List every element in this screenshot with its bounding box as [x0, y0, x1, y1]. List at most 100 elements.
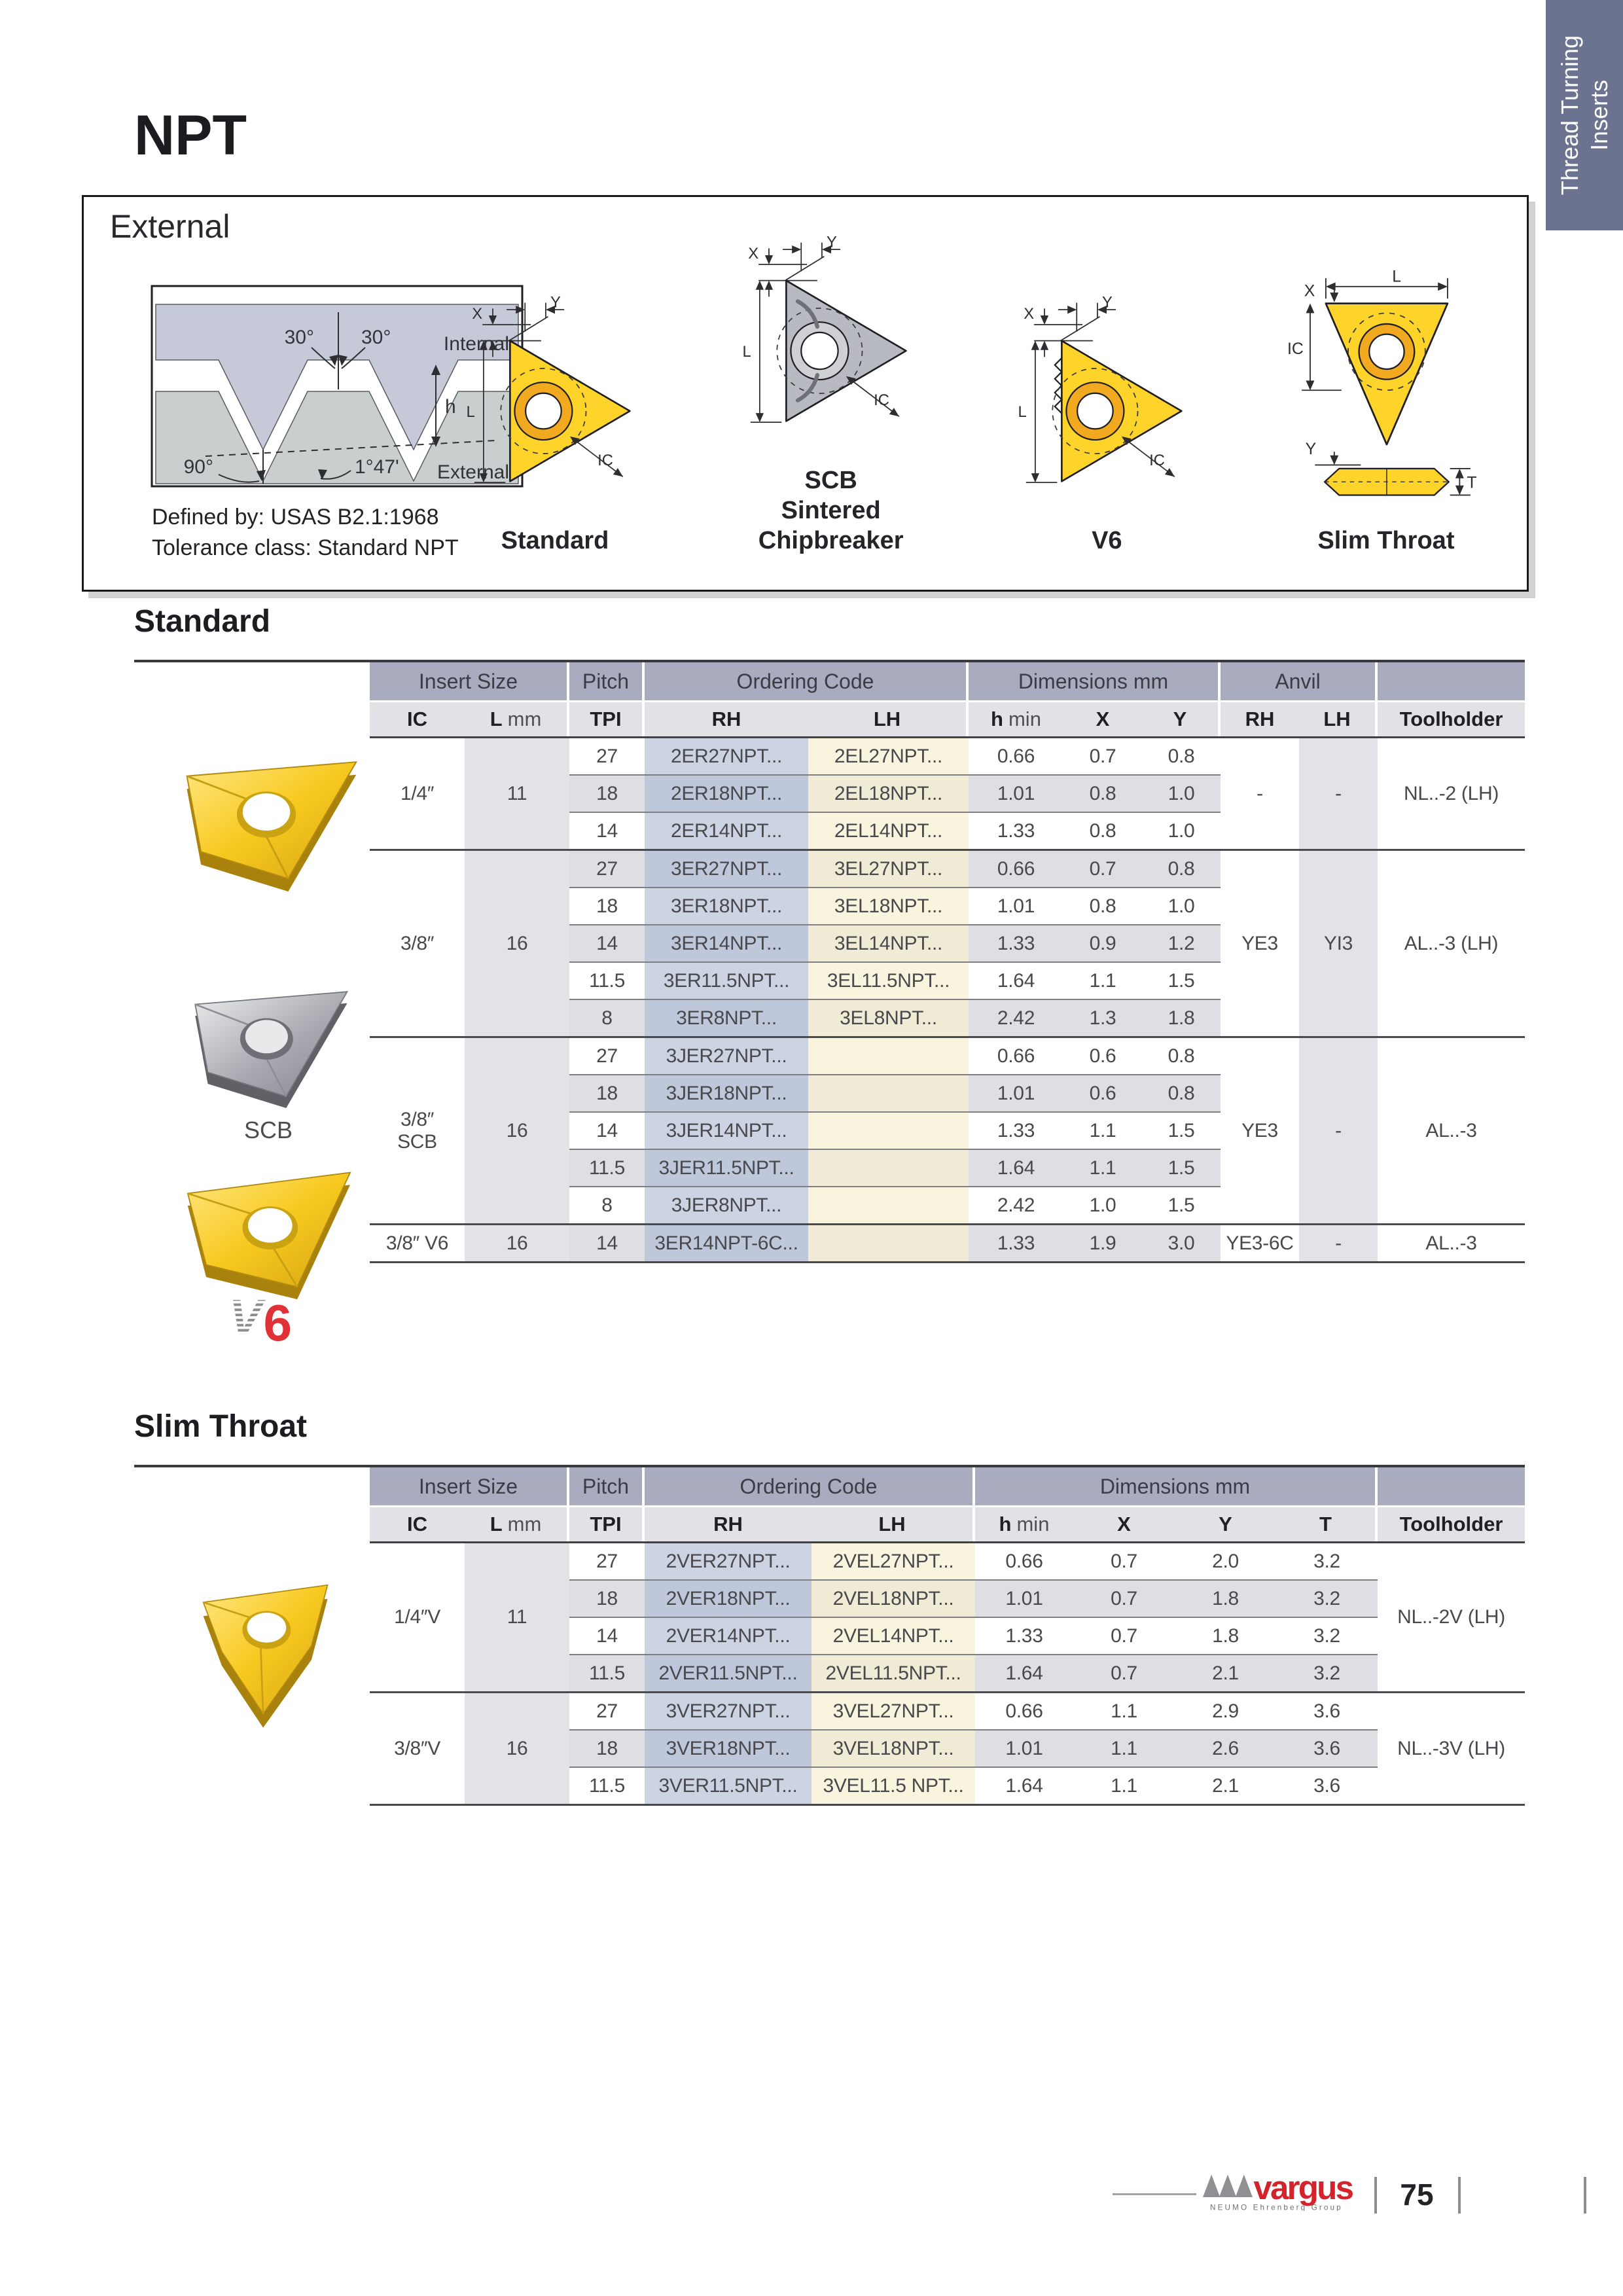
cell-tpi: 14	[569, 1617, 645, 1655]
external-section-box: External	[82, 195, 1529, 592]
tolerance-text: Tolerance class: Standard NPT	[152, 535, 459, 560]
column-group-spacer	[1378, 1467, 1525, 1505]
angle-left-label: 30°	[285, 327, 314, 348]
table-row: 3/8″ SCB 16 27 3JER27NPT... 0.66 0.6 0.8 YE3- AL…	[370, 1036, 1525, 1225]
cell-l: 16	[465, 1691, 569, 1805]
cell-y: 1.0	[1142, 887, 1221, 925]
column-header-y: Y	[1175, 1507, 1276, 1541]
cell-rh: 2VER11.5NPT...	[645, 1654, 812, 1693]
table-header-line	[370, 1541, 1525, 1543]
external-title: External	[110, 208, 230, 245]
defined-by-text: Defined by: USAS B2.1:1968	[152, 505, 439, 529]
footer-divider-right	[1458, 2177, 1461, 2214]
cell-tpi: 18	[569, 1579, 645, 1617]
insert-photo-standard	[186, 761, 358, 892]
cell-tpi: 11.5	[569, 1654, 645, 1693]
column-header-rh: RH	[645, 702, 808, 736]
cell-ic: 3/8″V	[370, 1691, 465, 1805]
cell-y: 0.8	[1142, 1074, 1221, 1112]
slim-table-data: 1/4″V 11 27 2VER27NPT... 2VEL27NPT... 0.66 0.7…	[370, 1543, 1525, 1806]
column-group-insert-size: Insert Size	[370, 1467, 569, 1505]
slim-table: Insert Size Pitch Ordering Code Dimensions …	[370, 1467, 1525, 1806]
cell-l: 16	[465, 1036, 569, 1225]
table-row: 3/8″ V6 16 14 3ER14NPT-6C... 1.33 1.9 3.0 YE3-6…	[370, 1223, 1525, 1263]
cell-x: 0.9	[1063, 924, 1142, 962]
section-tab-thread-turning-inserts: Thread Turning Inserts	[1546, 0, 1623, 230]
cell-lh	[808, 1186, 969, 1225]
cell-tpi: 27	[569, 1036, 645, 1075]
cell-x: 0.7	[1073, 1579, 1175, 1617]
cell-y: 2.1	[1175, 1654, 1276, 1693]
cell-x: 1.1	[1063, 1111, 1142, 1149]
diagram-caption: SCB Sintered Chipbreaker	[758, 467, 904, 554]
cell-rh: 3JER27NPT...	[645, 1036, 808, 1075]
column-header-h-min: h min	[969, 702, 1063, 736]
table-row: 8 3JER8NPT... 2.42 1.0 1.5	[370, 1186, 1525, 1225]
column-header-ic: IC	[370, 702, 465, 736]
table-row: 14 3ER14NPT... 3EL14NPT... 1.33 0.9 1.2	[370, 924, 1525, 962]
diagram-standard: X Y L IC Standard	[440, 231, 669, 556]
table-row: 11.5 3ER11.5NPT... 3EL11.5NPT... 1.64 1.1 1.5	[370, 961, 1525, 999]
cell-rh: 2VER27NPT...	[645, 1543, 812, 1580]
dim-x-label: X	[1304, 282, 1315, 300]
cell-rh: 3JER14NPT...	[645, 1111, 808, 1149]
cell-t: 3.2	[1276, 1654, 1378, 1693]
standard-rule	[134, 660, 1525, 662]
cell-x: 1.1	[1073, 1729, 1175, 1767]
table-row: 14 2ER14NPT... 2EL14NPT... 1.33 0.8 1.0	[370, 812, 1525, 850]
cell-h: 1.64	[969, 961, 1063, 999]
cell-l: 11	[465, 738, 569, 850]
cell-h: 0.66	[969, 1036, 1063, 1075]
cell-rh: 2ER27NPT...	[645, 738, 808, 775]
dim-ic-label: IC	[1149, 452, 1165, 469]
column-header-toolholder: Toolholder	[1378, 1507, 1525, 1541]
cell-h: 1.01	[969, 774, 1063, 812]
table-row: 18 3VER18NPT... 3VEL18NPT... 1.01 1.1 2.6 3.6	[370, 1729, 1525, 1767]
column-header-lh: LH	[1299, 702, 1378, 736]
cell-x: 0.7	[1111, 1550, 1137, 1572]
cell-alh: -	[1299, 1036, 1378, 1225]
table-row: 11.5 3JER11.5NPT... 1.64 1.1 1.5	[370, 1149, 1525, 1187]
cell-rh: 2ER18NPT...	[645, 774, 808, 812]
cell-lh: 3VEL27NPT...	[812, 1691, 975, 1730]
cell-lh: 2EL18NPT...	[808, 774, 969, 812]
cell-rh: 3ER14NPT-6C...	[645, 1223, 808, 1263]
slim-throat-insert-diagram: L X IC Y T	[1287, 267, 1477, 496]
column-header-x: X	[1073, 1507, 1175, 1541]
standard-insert-diagram: X Y L IC	[466, 294, 631, 484]
column-group-ordering-code: Ordering Code	[645, 1467, 975, 1505]
cell-x: 1.1	[1063, 961, 1142, 999]
insert-photo-slim-throat	[202, 1584, 329, 1728]
table-header-line	[370, 736, 1525, 738]
table-row: 8 3ER8NPT... 3EL8NPT... 2.42 1.3 1.8	[370, 999, 1525, 1037]
internal-label: Internal	[444, 333, 509, 355]
column-group-anvil: Anvil	[1221, 662, 1378, 700]
cell-tool: NL..-2 (LH)	[1403, 782, 1499, 804]
slim-rule	[134, 1465, 1525, 1467]
column-header-ic: IC	[370, 1507, 465, 1541]
slim-table-band1: Insert Size Pitch Ordering Code Dimensions …	[370, 1467, 1525, 1505]
cell-t: 3.6	[1276, 1767, 1378, 1805]
cell-x: 1.3	[1063, 999, 1142, 1037]
cell-ic: 1/4″	[400, 782, 435, 804]
cell-x: 1.1	[1073, 1691, 1175, 1730]
cell-h: 1.33	[975, 1617, 1073, 1655]
cell-rh: 2VER14NPT...	[645, 1617, 812, 1655]
column-group-pitch: Pitch	[569, 662, 645, 700]
cell-x: 0.6	[1063, 1074, 1142, 1112]
diagram-v6: X Y L IC V6	[992, 231, 1221, 556]
taper-label: 1°47'	[355, 456, 399, 478]
column-header-tpi: TPI	[569, 1507, 645, 1541]
cell-arh: YE3	[1221, 849, 1299, 1037]
cell-h: 0.66	[969, 849, 1063, 888]
cell-lh: 2VEL14NPT...	[812, 1617, 975, 1655]
column-header-y: Y	[1142, 702, 1221, 736]
column-group-pitch: Pitch	[569, 1467, 645, 1505]
diagram-caption: Standard	[501, 527, 609, 554]
cell-x: 1.9	[1063, 1223, 1142, 1263]
height-label: h	[445, 396, 456, 418]
cell-ic: 1/4″V	[394, 1606, 440, 1628]
cell-alh: -	[1299, 738, 1378, 850]
column-header-lh: LH	[808, 702, 969, 736]
